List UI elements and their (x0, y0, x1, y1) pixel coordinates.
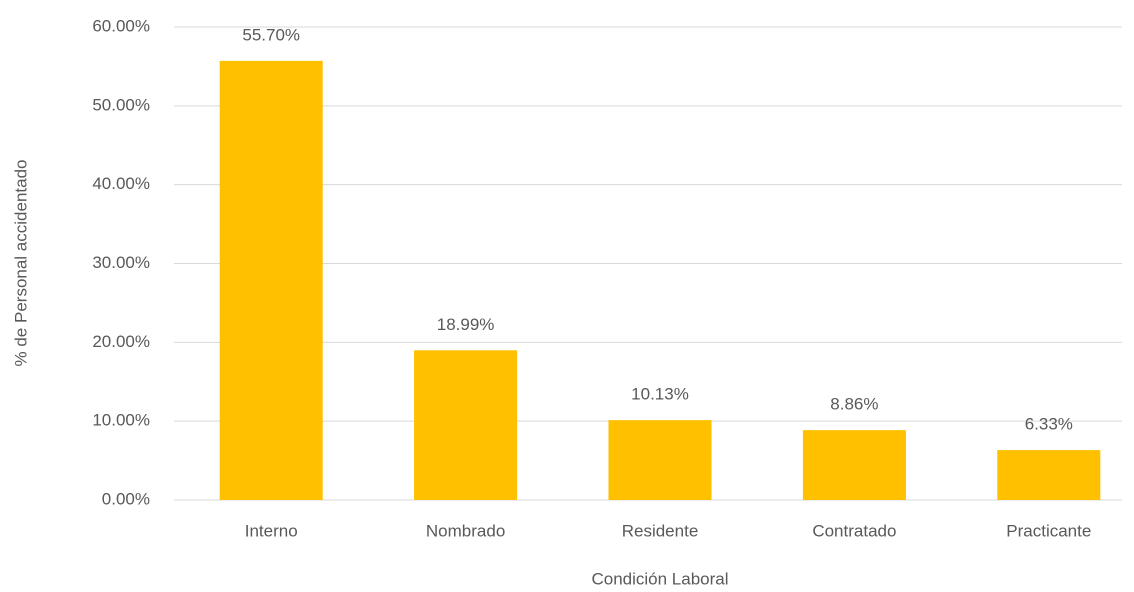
y-tick-label: 20.00% (92, 332, 150, 351)
bar (219, 60, 323, 500)
x-axis-label: Condición Laboral (591, 569, 728, 588)
data-label: 10.13% (631, 385, 689, 404)
bar (997, 450, 1101, 500)
x-tick-label: Nombrado (426, 521, 505, 540)
data-label: 8.86% (830, 395, 878, 414)
y-tick-label: 60.00% (92, 16, 150, 35)
x-tick-label: Residente (622, 521, 699, 540)
y-tick-label: 30.00% (92, 253, 150, 272)
data-label: 6.33% (1025, 415, 1073, 434)
y-axis-label: % de Personal accidentado (11, 160, 30, 367)
y-tick-label: 10.00% (92, 411, 150, 430)
y-tick-label: 0.00% (102, 489, 150, 508)
y-tick-label: 50.00% (92, 95, 150, 114)
data-label: 18.99% (437, 315, 495, 334)
bar (414, 350, 518, 500)
data-label: 55.70% (242, 25, 300, 44)
x-tick-label: Interno (245, 521, 298, 540)
y-tick-label: 40.00% (92, 174, 150, 193)
x-tick-label: Practicante (1006, 521, 1091, 540)
bar (608, 420, 712, 500)
bar (802, 430, 906, 500)
x-tick-label: Contratado (812, 521, 896, 540)
